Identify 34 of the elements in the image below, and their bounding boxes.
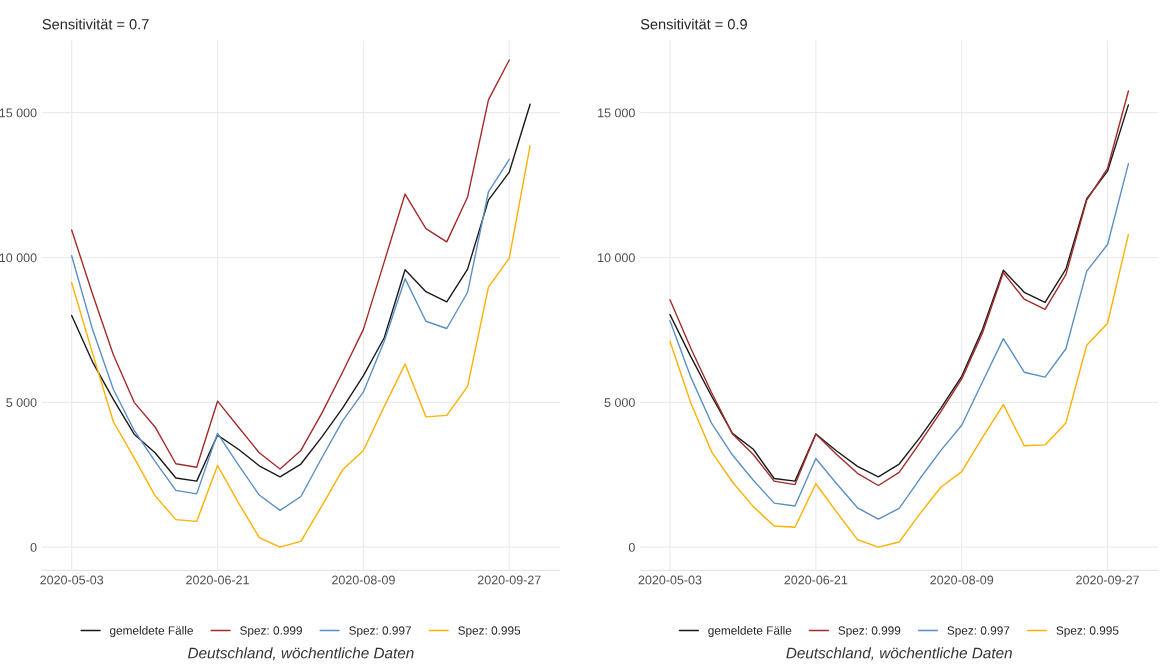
y-tick-label: 0 <box>628 542 635 552</box>
text: Deutschland, wöchentliche Daten <box>187 647 414 661</box>
line-series <box>70 59 510 470</box>
x-tick-label: 2020-09-27 <box>1076 575 1139 585</box>
x-tick-label: 2020-06-21 <box>186 575 249 585</box>
legend-label: Spez: 0.997 <box>349 626 411 638</box>
x-tick-label: 2020-06-21 <box>784 575 848 585</box>
y-tick-label: 10 000 <box>0 253 37 263</box>
legend-label: gemeldete Fälle <box>109 626 193 638</box>
x-tick-label: 2020-05-03 <box>638 575 702 585</box>
legend-label: gemeldete Fälle <box>708 626 792 638</box>
line-series <box>669 233 1130 548</box>
x-tick-label: 2020-05-03 <box>40 575 104 585</box>
line-series <box>70 103 531 482</box>
y-tick-label: 5 000 <box>604 398 635 407</box>
y-tick-label: 15 000 <box>0 108 37 118</box>
y-tick-label: 5 000 <box>6 398 37 407</box>
line-series <box>669 162 1130 520</box>
x-tick-label: 2020-08-09 <box>332 575 395 585</box>
legend-label: Spez: 0.997 <box>947 626 1010 638</box>
y-tick-label: 15 000 <box>598 108 635 118</box>
x-tick-label: 2020-08-09 <box>930 575 994 585</box>
legend-label: Spez: 0.999 <box>838 626 901 638</box>
x-tick-label: 2020-09-27 <box>477 575 541 585</box>
text: Deutschland, wöchentliche Daten <box>786 647 1012 661</box>
line-series <box>70 145 531 548</box>
legend-label: Spez: 0.999 <box>240 626 302 638</box>
chart-title: Sensitivität = 0.9 <box>640 18 747 30</box>
legend-label: Spez: 0.995 <box>1056 626 1119 638</box>
chart-title: Sensitivität = 0.7 <box>42 18 149 30</box>
y-tick-label: 10 000 <box>598 253 635 263</box>
legend-label: Spez: 0.995 <box>458 626 521 638</box>
y-tick-label: 0 <box>30 542 37 552</box>
line-series <box>70 158 510 512</box>
